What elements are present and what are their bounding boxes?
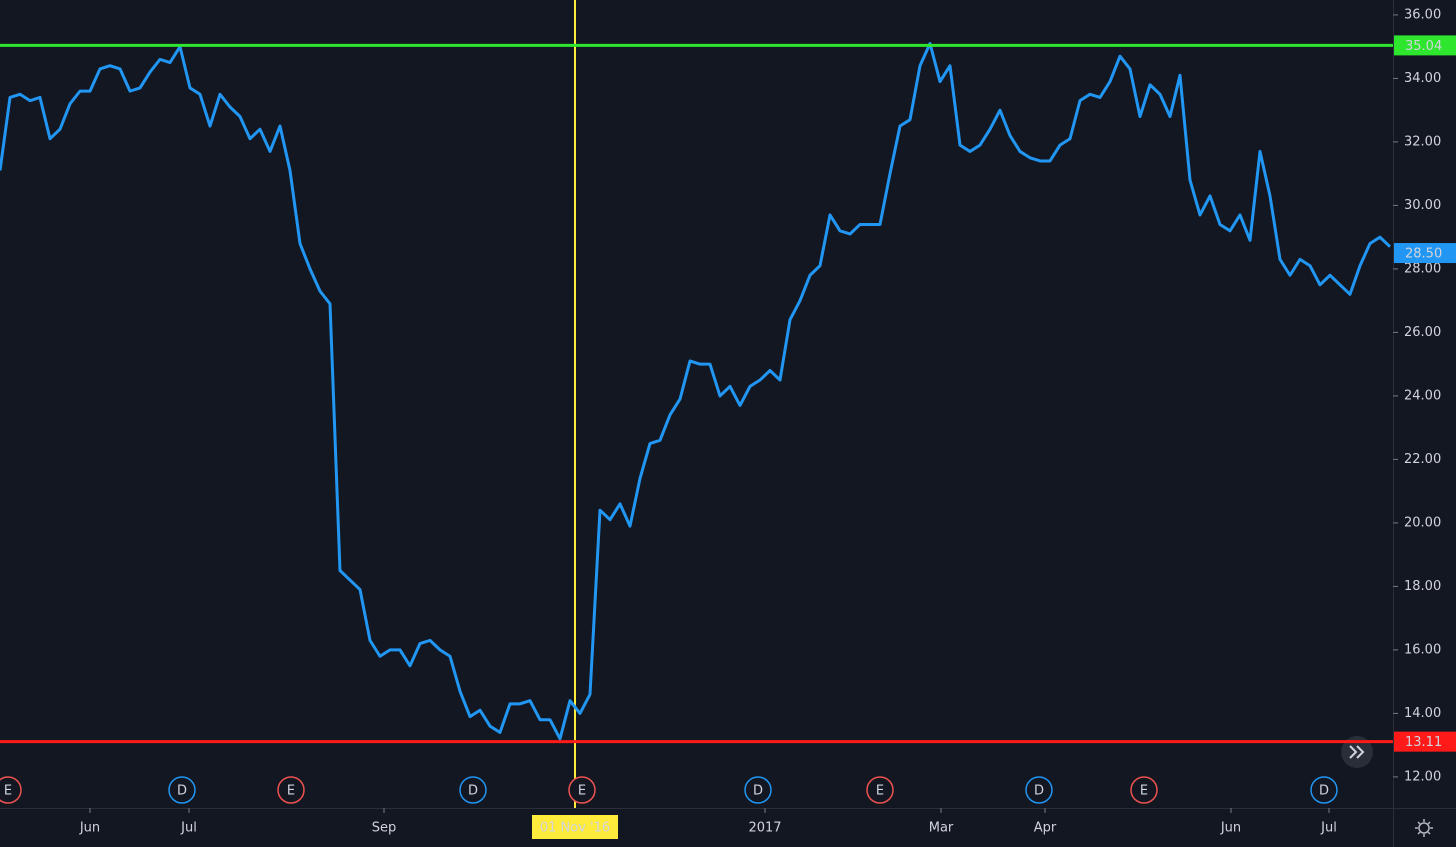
event-label: E: [578, 784, 586, 799]
price-label: 13.11: [1405, 735, 1442, 750]
price-line: [0, 41, 1392, 741]
y-tick-label: 20.00: [1404, 515, 1441, 530]
x-tick-label: Apr: [1034, 821, 1057, 836]
y-tick-label: 28.00: [1404, 261, 1441, 276]
y-tick-label: 16.00: [1404, 642, 1441, 657]
price-label-box: [1394, 731, 1456, 752]
y-tick-label: 26.00: [1404, 325, 1441, 340]
date-label-box: [532, 815, 618, 839]
x-tick-label: Jul: [1320, 821, 1337, 836]
event-label: D: [1319, 784, 1329, 799]
event-label: E: [4, 784, 12, 799]
x-tick-label: Jul: [180, 821, 197, 836]
event-marker: [277, 776, 305, 804]
event-marker: [568, 776, 596, 804]
event-marker: [1130, 776, 1158, 804]
y-tick-label: 34.00: [1404, 71, 1441, 86]
event-marker: [744, 776, 772, 804]
event-label: E: [287, 784, 295, 799]
y-tick-label: 18.00: [1404, 579, 1441, 594]
x-tick-label: Sep: [372, 821, 397, 836]
y-tick-label: 12.00: [1404, 769, 1441, 784]
event-label: E: [876, 784, 884, 799]
event-marker: [866, 776, 894, 804]
event-label: D: [753, 784, 763, 799]
x-tick-label: Jun: [79, 821, 100, 836]
x-tick-label: Mar: [929, 821, 954, 836]
scroll-button[interactable]: [1341, 736, 1373, 768]
event-marker: [459, 776, 487, 804]
date-label: 01 Nov '16: [540, 821, 610, 836]
event-marker: [1025, 776, 1053, 804]
last-price-box: [1394, 243, 1456, 264]
event-label: D: [1034, 784, 1044, 799]
y-tick-label: 22.00: [1404, 452, 1441, 467]
x-tick-label: 2017: [748, 821, 781, 836]
y-tick-label: 24.00: [1404, 388, 1441, 403]
y-tick-label: 32.00: [1404, 134, 1441, 149]
event-label: E: [1140, 784, 1148, 799]
x-tick-label: Jun: [1220, 821, 1241, 836]
y-tick-label: 30.00: [1404, 198, 1441, 213]
price-label-box: [1394, 35, 1456, 56]
event-marker: [168, 776, 196, 804]
settings-icon[interactable]: [1415, 819, 1433, 837]
y-tick-label: 14.00: [1404, 706, 1441, 721]
y-tick-label: 36.00: [1404, 7, 1441, 22]
event-marker: [1310, 776, 1338, 804]
price-label: 35.04: [1405, 39, 1442, 54]
event-marker: [0, 776, 22, 804]
last-price-label: 28.50: [1405, 247, 1442, 262]
event-label: D: [177, 784, 187, 799]
event-label: D: [468, 784, 478, 799]
